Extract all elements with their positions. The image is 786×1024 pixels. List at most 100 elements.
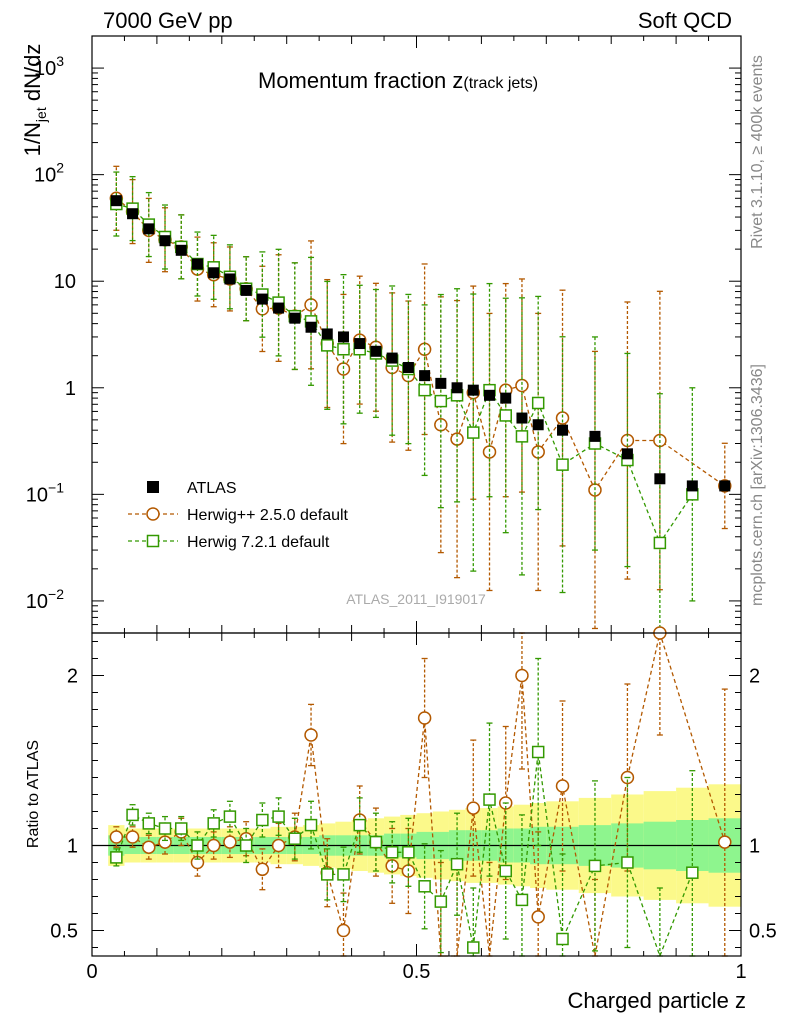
data-point — [556, 932, 569, 946]
data-point — [158, 822, 172, 835]
atlas-point — [467, 384, 479, 396]
data-point — [337, 342, 350, 356]
data-point — [434, 394, 448, 408]
data-point — [531, 396, 545, 410]
data-point — [353, 818, 366, 832]
ratio-y-tick-label-right: 2 — [749, 666, 760, 688]
data-point — [255, 862, 270, 877]
data-point — [369, 835, 383, 849]
atlas-point — [143, 223, 155, 235]
main-y-axis-label: 1/Njet dN/dz — [20, 44, 49, 157]
main-plot-area — [109, 165, 732, 634]
ratio-y-axis-label: Ratio to ATLAS — [25, 740, 42, 848]
data-point — [556, 458, 569, 471]
atlas-point — [110, 195, 122, 207]
series-line — [116, 630, 726, 957]
data-point — [191, 839, 204, 852]
atlas-point — [337, 331, 349, 343]
atlas-point — [305, 321, 317, 333]
analysis-watermark: ATLAS_2011_I919017 — [346, 591, 486, 607]
data-point — [336, 923, 351, 938]
atlas-point — [557, 424, 569, 436]
atlas-point — [435, 377, 447, 389]
atlas-point — [354, 338, 366, 350]
rivet-label: Rivet 3.1.10, ≥ 400k events — [749, 55, 766, 249]
atlas-point — [159, 235, 171, 247]
ratio-y-tick-label-right: 1 — [749, 836, 760, 858]
legend: ATLAS Herwig++ 2.5.0 default Herwig 7.2.1 … — [128, 480, 349, 551]
data-point — [402, 846, 415, 859]
data-point — [288, 832, 302, 845]
data-point — [256, 813, 269, 827]
ratio-axes: 0.5 0.51 12 20 0.5 1 — [50, 632, 777, 983]
atlas-point — [484, 389, 496, 401]
y-tick-label: 10−2 — [26, 586, 64, 613]
x-tick-label: 1 — [735, 961, 746, 983]
x-tick-label: 0 — [86, 961, 97, 983]
data-point — [531, 910, 545, 924]
legend-label-atlas: ATLAS — [187, 480, 237, 497]
data-point — [321, 868, 334, 881]
data-point — [483, 793, 496, 806]
atlas-point — [321, 328, 333, 340]
data-point — [418, 383, 431, 397]
data-point — [223, 810, 237, 823]
data-point — [718, 835, 732, 849]
y-tick-label: 10−1 — [26, 479, 64, 506]
atlas-point — [654, 473, 666, 485]
legend-label-herwig7: Herwig 7.2.1 default — [187, 534, 330, 551]
ratio-plot-area — [109, 626, 732, 958]
data-point — [125, 830, 140, 844]
data-point — [417, 711, 432, 725]
data-point — [515, 668, 529, 683]
main-panel: Momentum fraction z(track jets) ATLAS_20… — [20, 35, 742, 634]
data-point — [174, 822, 188, 835]
data-point — [499, 864, 512, 878]
atlas-point — [621, 448, 633, 460]
ratio-y-tick-label: 0.5 — [50, 921, 78, 943]
atlas-point — [175, 244, 187, 256]
ratio-y-tick-label: 1 — [67, 836, 78, 858]
atlas-point — [589, 430, 601, 442]
data-point — [110, 851, 123, 864]
data-point — [434, 895, 448, 908]
data-point — [337, 868, 350, 881]
y-tick-label: 1 — [65, 378, 76, 400]
header-energy: 7000 GeV pp — [103, 8, 233, 33]
chart-title-sub: (track jets) — [463, 75, 538, 92]
atlas-point — [208, 267, 220, 279]
data-point — [272, 810, 285, 823]
mcplots-label: mcplots.cern.ch [arXiv:1306.3436] — [749, 364, 766, 606]
data-point — [555, 779, 570, 793]
atlas-point — [419, 370, 431, 382]
atlas-point — [402, 362, 414, 374]
atlas-point — [191, 258, 203, 270]
legend-marker-atlas — [147, 481, 159, 493]
data-point — [467, 426, 480, 439]
data-point — [466, 801, 481, 815]
data-point — [304, 818, 318, 832]
x-tick-label: 0.5 — [403, 961, 431, 983]
data-point — [223, 835, 237, 849]
legend-marker-herwig7 — [146, 534, 160, 548]
data-point — [515, 430, 529, 443]
data-point — [109, 830, 124, 844]
atlas-point — [127, 208, 139, 220]
data-point — [206, 838, 221, 853]
atlas-point — [224, 273, 236, 285]
data-point — [239, 839, 253, 852]
data-point — [653, 536, 667, 550]
ratio-y-tick-label-right: 0.5 — [749, 921, 777, 943]
legend-marker-herwigpp — [146, 507, 160, 521]
atlas-point — [240, 284, 252, 296]
data-point — [158, 835, 172, 849]
ratio-y-tick-label: 2 — [67, 666, 78, 688]
header-category: Soft QCD — [638, 8, 732, 33]
data-point — [271, 838, 286, 853]
atlas-point — [516, 412, 528, 424]
data-point — [142, 840, 156, 854]
main-axes: 10−2 10−1 1 10 102 103 — [26, 35, 742, 634]
atlas-point — [289, 312, 301, 324]
data-point — [142, 817, 156, 830]
data-point — [207, 817, 220, 830]
